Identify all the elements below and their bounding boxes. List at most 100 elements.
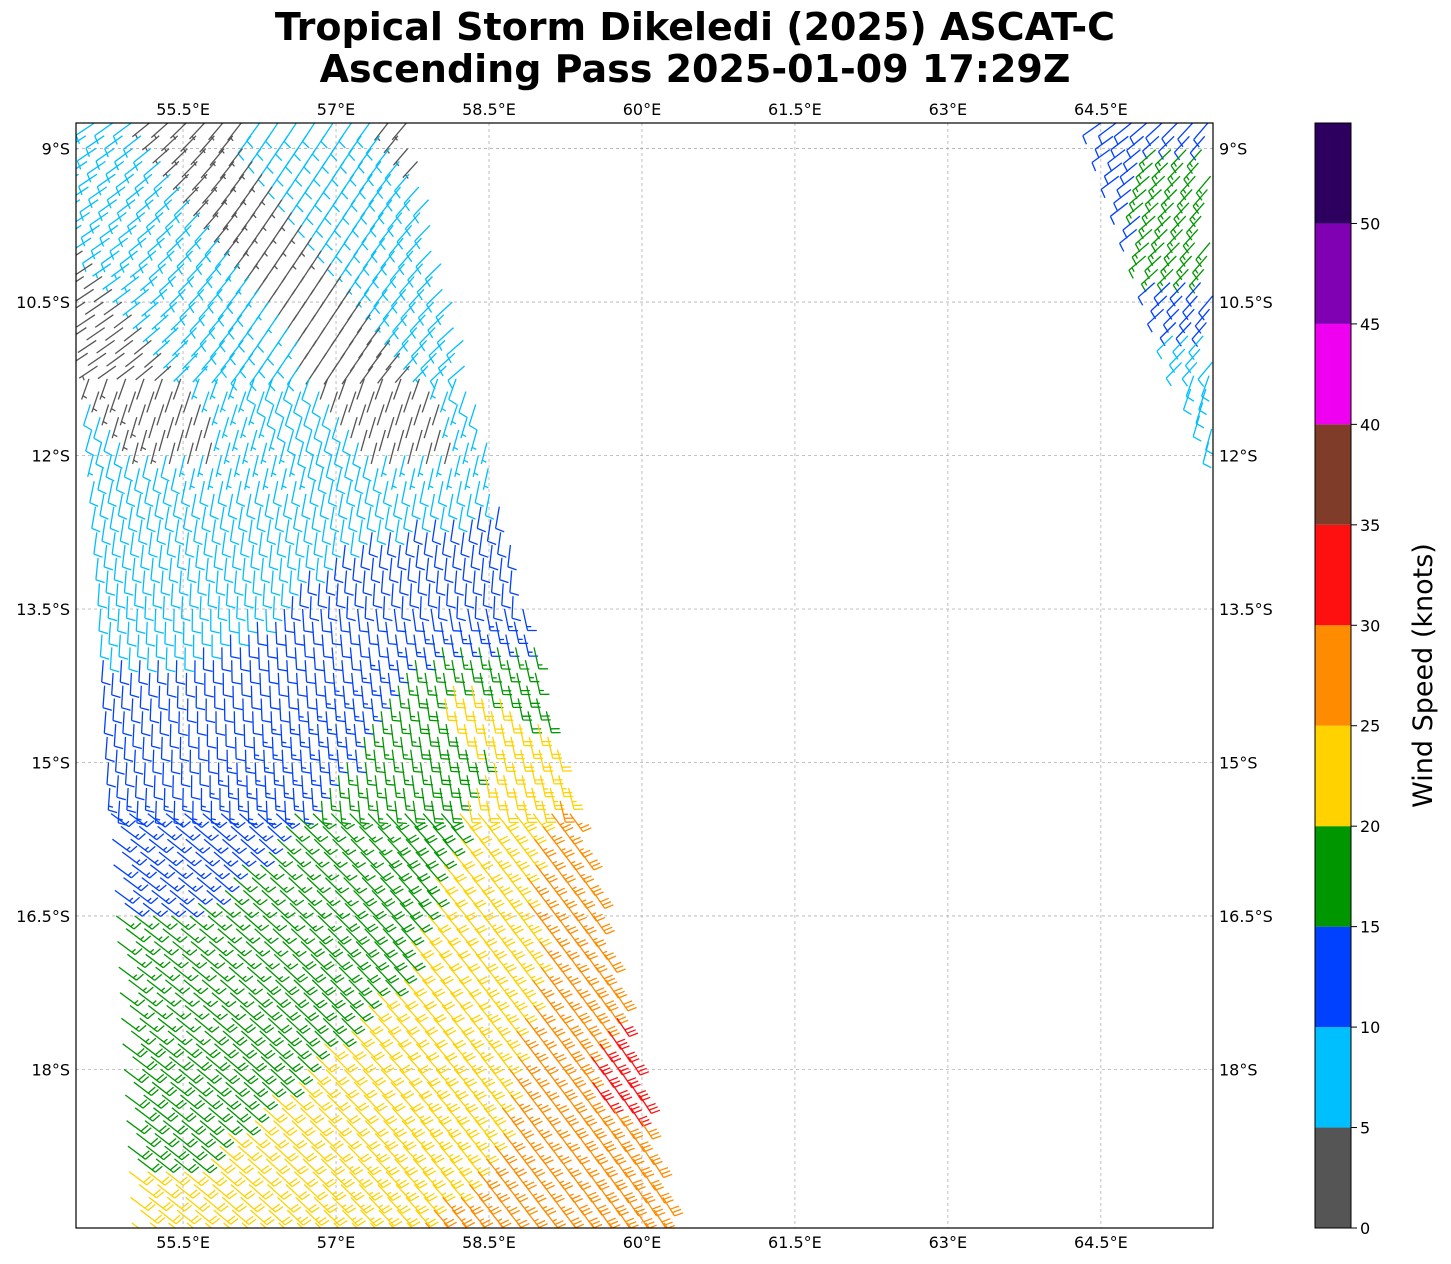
wind-barb <box>307 1068 332 1086</box>
wind-barb <box>248 992 273 1008</box>
wind-barb <box>552 838 575 858</box>
wind-barb <box>265 800 277 826</box>
wind-barb <box>235 928 261 944</box>
wind-barb <box>435 1068 459 1087</box>
wind-barb <box>275 979 300 996</box>
wind-barb <box>276 1005 301 1021</box>
x-tick-label-bottom: 55.5°E <box>156 1233 210 1252</box>
wind-barb <box>180 596 191 622</box>
wind-barb <box>400 736 413 761</box>
wind-barb <box>104 736 115 763</box>
y-tick-label-left: 13.5°S <box>16 600 70 619</box>
wind-barb <box>450 825 475 844</box>
wind-barb <box>1181 361 1198 387</box>
wind-barb <box>388 1222 395 1228</box>
wind-barb <box>182 787 192 813</box>
wind-barb <box>278 698 290 723</box>
wind-barb <box>358 1184 383 1201</box>
wind-barb <box>413 1184 438 1202</box>
wind-barb <box>268 1209 293 1226</box>
wind-barb <box>231 429 240 452</box>
y-tick-label-right: 12°S <box>1219 447 1258 466</box>
wind-barb <box>233 455 241 478</box>
wind-barb <box>320 123 334 149</box>
colorbar-tick-label: 30 <box>1360 616 1380 635</box>
wind-barb <box>1182 388 1192 416</box>
wind-barb <box>226 1107 252 1123</box>
wind-barb <box>1116 175 1135 199</box>
wind-barb <box>427 1081 451 1100</box>
wind-barb <box>104 327 124 342</box>
wind-barb <box>367 161 382 187</box>
wind-barb <box>387 212 403 238</box>
y-tick-label-right: 13.5°S <box>1219 600 1273 619</box>
wind-barb <box>478 1196 502 1215</box>
wind-barb <box>213 224 229 244</box>
wind-barb <box>127 953 153 969</box>
wind-barb <box>186 1222 208 1228</box>
wind-barb <box>189 915 215 931</box>
wind-barb <box>356 378 365 400</box>
wind-barb <box>415 851 439 869</box>
wind-barb <box>144 596 154 622</box>
wind-barb <box>267 660 279 685</box>
wind-barb <box>270 570 281 596</box>
wind-barb <box>153 1107 179 1122</box>
wind-barb <box>222 212 238 231</box>
wind-barb <box>301 1132 326 1150</box>
wind-barb <box>283 123 297 149</box>
x-tick-label-top: 61.5°E <box>768 100 822 119</box>
wind-barb <box>553 864 576 884</box>
wind-barb <box>193 825 220 841</box>
wind-barb <box>192 1158 218 1174</box>
wind-barb <box>250 429 258 452</box>
wind-barb <box>432 825 456 844</box>
wind-barb <box>1189 202 1205 228</box>
wind-barb <box>237 391 247 413</box>
wind-barb <box>206 724 217 749</box>
wind-barb <box>400 1094 424 1112</box>
wind-barb <box>252 455 259 478</box>
wind-barb <box>138 250 157 274</box>
wind-barb <box>379 685 392 710</box>
wind-barb <box>76 327 87 336</box>
wind-barb <box>375 339 391 359</box>
wind-barb <box>622 1145 645 1166</box>
wind-barb <box>421 391 430 413</box>
wind-barb <box>578 992 601 1012</box>
wind-barb <box>456 480 466 507</box>
wind-barb <box>316 724 329 749</box>
wind-barb <box>286 1209 312 1226</box>
wind-barb <box>311 1145 336 1162</box>
wind-barb <box>158 1209 184 1225</box>
wind-barb <box>204 672 214 698</box>
wind-barb <box>204 1222 213 1228</box>
wind-barb <box>414 1017 439 1036</box>
wind-barb <box>383 953 408 971</box>
wind-barb <box>484 493 495 520</box>
wind-barb <box>332 672 345 697</box>
wind-barb <box>242 889 268 906</box>
wind-barb <box>298 1081 324 1098</box>
wind-barb <box>585 953 608 973</box>
wind-barb <box>491 902 515 921</box>
wind-barb <box>156 404 165 426</box>
wind-barb <box>413 992 437 1010</box>
wind-barb <box>552 1196 575 1216</box>
wind-barb <box>229 992 255 1008</box>
wind-barb <box>1189 135 1206 161</box>
wind-barb <box>167 263 185 288</box>
wind-barb <box>203 532 213 558</box>
wind-barb <box>293 979 318 996</box>
wind-barb <box>109 647 120 673</box>
wind-barb <box>182 186 200 205</box>
wind-barb <box>227 123 242 142</box>
wind-barb <box>196 711 207 737</box>
wind-barb <box>565 1094 588 1114</box>
wind-barb <box>295 417 305 444</box>
wind-barb <box>1160 255 1177 280</box>
wind-barb <box>278 1056 304 1073</box>
wind-barb <box>253 736 264 762</box>
wind-barb <box>1176 255 1193 281</box>
wind-barb <box>189 123 205 141</box>
